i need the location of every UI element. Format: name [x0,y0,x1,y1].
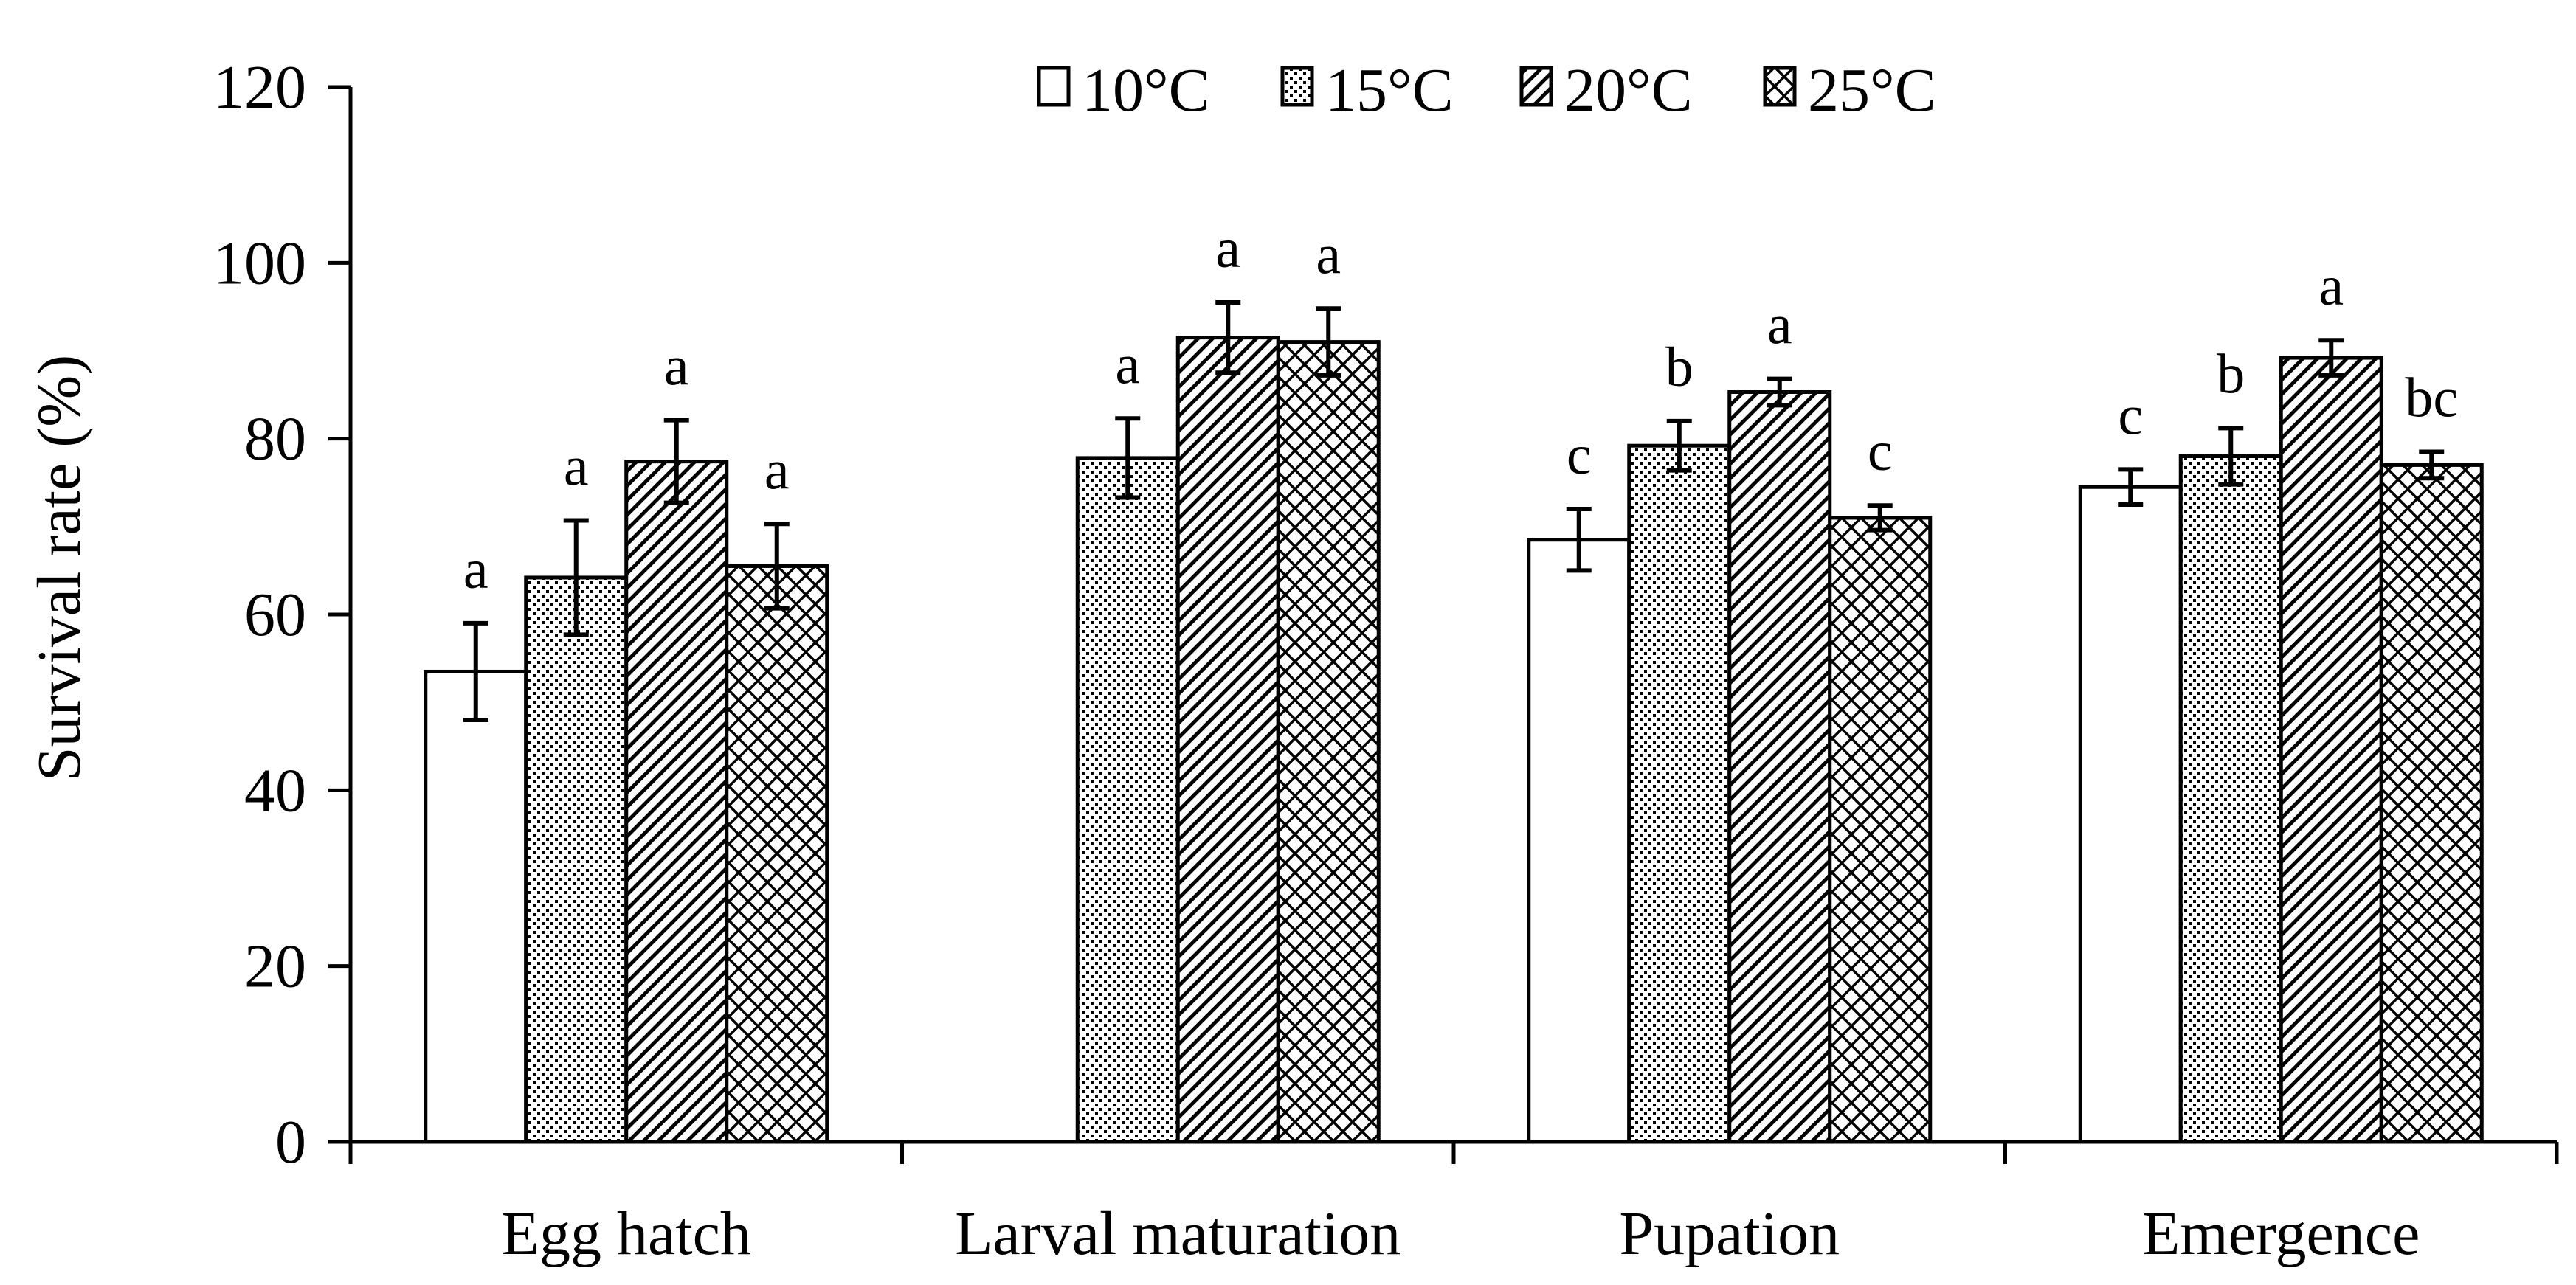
y-tick-label: 120 [213,53,306,122]
x-tick-label: Larval maturation [955,1199,1401,1268]
significance-letter: c [1567,424,1592,486]
bar-15C-larval-maturation [1075,456,1180,1144]
bar-10C-egg-hatch [424,669,528,1144]
legend-label: 15°C [1325,56,1454,125]
bar-15C-emergence [2178,454,2283,1144]
bar-25C-emergence [2379,463,2484,1144]
significance-letter: bc [2405,367,2458,429]
y-tick-label: 40 [244,756,306,825]
significance-letter: a [2318,255,2344,317]
bar-10C-pupation [1527,538,1631,1144]
bar-15C-pupation [1627,443,1732,1144]
significance-letter: c [1868,420,1893,482]
significance-letter: a [463,538,488,600]
significance-letter: a [1115,333,1140,395]
significance-letter: a [764,439,790,501]
x-tick-label: Emergence [2142,1199,2420,1268]
bar-10C-emergence [2078,485,2183,1144]
legend-swatch [1763,66,1797,107]
bar-20C-egg-hatch [624,460,729,1144]
x-tick-label: Egg hatch [502,1199,751,1268]
legend: 10°C 15°C 20°C 25°C [1037,56,1936,125]
bar-15C-egg-hatch [524,575,629,1144]
y-tick-label: 0 [275,1108,306,1177]
axes: 0 20 40 60 80 100 120 Egg hatch Larval maturatio… [213,53,2559,1268]
significance-letter: b [1665,336,1693,398]
significance-letter: a [1767,294,1792,356]
bar-25C-pupation [1828,516,1933,1144]
legend-label: 25°C [1808,56,1936,125]
bar-20C-larval-maturation [1175,336,1280,1144]
significance-letter: a [664,336,689,398]
legend-swatch [1037,66,1071,107]
y-tick-label: 80 [244,405,306,474]
y-axis-label: Survival rate (%) [25,355,94,781]
y-tick-label: 20 [244,932,306,1001]
legend-label: 10°C [1082,56,1210,125]
bar-25C-egg-hatch [725,564,829,1144]
y-tick-label: 100 [213,229,306,297]
bar-25C-larval-maturation [1276,340,1381,1144]
bar-20C-emergence [2279,356,2383,1144]
bar-20C-pupation [1727,390,1832,1144]
x-tick-label: Pupation [1619,1199,1840,1268]
legend-swatch [1519,66,1553,107]
significance-letter: a [1215,218,1240,280]
y-tick-label: 60 [244,581,306,649]
legend-swatch [1280,66,1314,107]
significance-letter: a [1316,224,1341,285]
legend-label: 20°C [1564,56,1693,125]
significance-letter: a [564,435,589,497]
significance-letter: c [2118,384,2143,446]
significance-letter: b [2217,343,2245,405]
